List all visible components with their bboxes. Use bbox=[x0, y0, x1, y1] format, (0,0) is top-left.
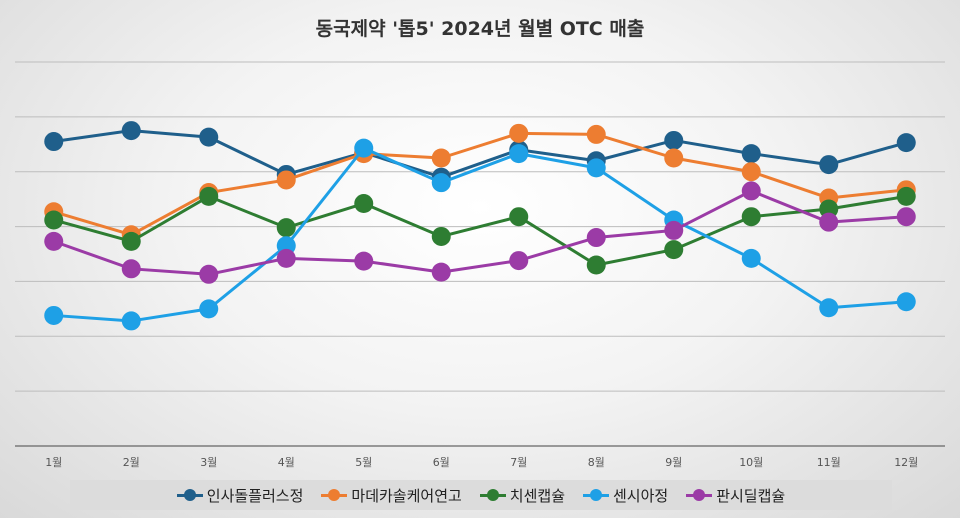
x-tick-label: 3월 bbox=[200, 456, 217, 469]
x-tick-label: 8월 bbox=[588, 456, 605, 469]
legend: 인사돌플러스정 마데카솔케어연고 치센캡슐 센시아정 판시딜캡슐 bbox=[70, 480, 892, 510]
data-point bbox=[121, 231, 141, 251]
legend-marker-icon bbox=[321, 489, 348, 501]
data-point bbox=[44, 210, 64, 230]
data-point bbox=[121, 311, 141, 331]
series-line bbox=[53, 194, 907, 267]
data-point bbox=[819, 155, 839, 175]
series-line bbox=[53, 146, 907, 323]
data-point bbox=[199, 264, 219, 284]
x-axis-tick-labels: 1월 2월 3월 4월 5월 6월 7월 8월 9월 10월 11월 12월 bbox=[45, 456, 918, 469]
legend-item: 마데카솔케어연고 bbox=[321, 485, 462, 506]
data-point bbox=[664, 130, 684, 150]
x-tick-label: 12월 bbox=[894, 456, 918, 469]
data-point bbox=[431, 226, 451, 246]
data-point bbox=[509, 251, 529, 271]
data-point bbox=[44, 231, 64, 251]
legend-item: 판시딜캡슐 bbox=[686, 485, 785, 506]
data-point bbox=[276, 170, 296, 190]
x-tick-label: 6월 bbox=[433, 456, 450, 469]
data-point bbox=[431, 262, 451, 282]
data-point bbox=[586, 228, 606, 248]
data-point bbox=[509, 123, 529, 143]
x-tick-label: 4월 bbox=[278, 456, 295, 469]
data-point bbox=[741, 181, 761, 201]
series-line bbox=[53, 131, 907, 237]
data-point bbox=[896, 133, 916, 153]
legend-label: 센시아정 bbox=[613, 486, 669, 505]
data-point bbox=[586, 158, 606, 178]
data-point bbox=[741, 162, 761, 182]
data-point bbox=[354, 251, 374, 271]
data-point bbox=[276, 218, 296, 238]
data-point bbox=[199, 127, 219, 147]
data-point bbox=[509, 207, 529, 227]
data-point bbox=[819, 199, 839, 219]
data-point bbox=[431, 148, 451, 168]
series-line bbox=[53, 129, 907, 179]
data-point bbox=[199, 299, 219, 319]
data-point bbox=[741, 144, 761, 164]
legend-label: 치센캡슐 bbox=[509, 486, 565, 505]
legend-label: 마데카솔케어연고 bbox=[351, 486, 462, 505]
series-5 bbox=[44, 181, 916, 284]
data-point bbox=[431, 173, 451, 193]
x-tick-label: 5월 bbox=[355, 456, 372, 469]
x-tick-label: 1월 bbox=[45, 456, 62, 469]
series-line bbox=[53, 189, 907, 276]
gridlines bbox=[15, 61, 945, 447]
data-point bbox=[44, 132, 64, 152]
series-4 bbox=[44, 138, 916, 331]
data-point bbox=[664, 148, 684, 168]
data-point bbox=[44, 305, 64, 325]
data-point bbox=[586, 124, 606, 144]
data-point bbox=[276, 248, 296, 268]
data-point bbox=[896, 186, 916, 206]
data-point bbox=[819, 212, 839, 232]
legend-marker-icon bbox=[176, 489, 203, 501]
data-point bbox=[896, 207, 916, 227]
chart-title: 동국제약 '톱5' 2024년 월별 OTC 매출 bbox=[315, 18, 645, 40]
series-3 bbox=[44, 186, 916, 275]
data-point bbox=[586, 255, 606, 275]
series-1 bbox=[44, 121, 916, 187]
data-point bbox=[121, 121, 141, 141]
x-tick-label: 11월 bbox=[817, 456, 841, 469]
x-tick-label: 10월 bbox=[739, 456, 763, 469]
data-point bbox=[509, 144, 529, 164]
x-tick-label: 9월 bbox=[665, 456, 682, 469]
data-point bbox=[896, 292, 916, 312]
data-point bbox=[199, 186, 219, 206]
legend-marker-icon bbox=[583, 489, 609, 501]
legend-label: 인사돌플러스정 bbox=[206, 486, 304, 505]
x-tick-label: 7월 bbox=[510, 456, 527, 469]
legend-item: 센시아정 bbox=[583, 485, 668, 506]
data-point bbox=[741, 248, 761, 268]
legend-label: 판시딜캡슐 bbox=[716, 486, 786, 505]
data-point bbox=[664, 220, 684, 240]
data-point bbox=[819, 298, 839, 318]
legend-item: 인사돌플러스정 bbox=[176, 485, 304, 506]
data-point bbox=[741, 207, 761, 227]
x-tick-label: 2월 bbox=[123, 456, 140, 469]
legend-marker-icon bbox=[686, 489, 713, 501]
series-layer bbox=[44, 121, 916, 331]
data-point bbox=[354, 138, 374, 158]
legend-item: 치센캡슐 bbox=[479, 485, 565, 506]
data-point bbox=[354, 194, 374, 214]
legend-marker-icon bbox=[479, 489, 506, 501]
data-point bbox=[664, 240, 684, 260]
data-point bbox=[121, 259, 141, 279]
